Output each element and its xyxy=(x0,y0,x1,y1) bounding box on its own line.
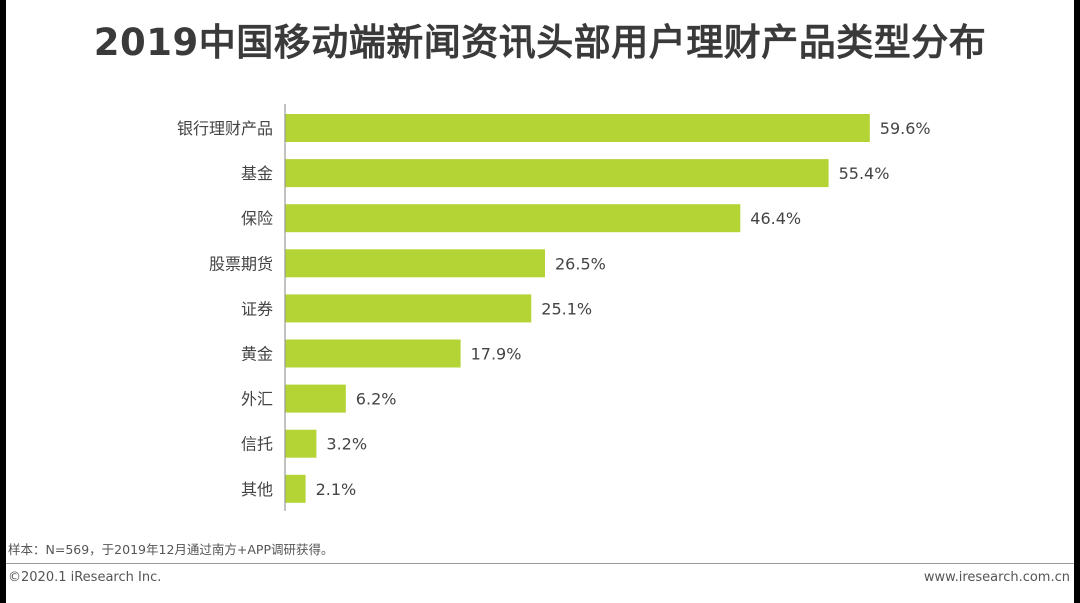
value-label: 25.1% xyxy=(541,299,592,318)
value-label: 6.2% xyxy=(356,390,397,409)
value-label: 2.1% xyxy=(316,480,357,499)
bar-6 xyxy=(285,384,346,413)
category-label: 信托 xyxy=(241,435,273,454)
category-label: 股票期货 xyxy=(209,254,273,273)
category-label: 黄金 xyxy=(241,345,273,364)
bar-1 xyxy=(285,159,829,188)
category-label: 基金 xyxy=(241,164,273,183)
value-label: 3.2% xyxy=(326,435,367,454)
bar-3 xyxy=(285,249,545,278)
chart-title: 2019中国移动端新闻资讯头部用户理财产品类型分布 xyxy=(93,21,987,64)
category-label: 外汇 xyxy=(241,390,273,409)
website-url: www.iresearch.com.cn xyxy=(923,570,1070,585)
value-label: 46.4% xyxy=(750,209,801,228)
category-label: 其他 xyxy=(241,480,273,499)
report-slide: 2019中国移动端新闻资讯头部用户理财产品类型分布 银行理财产品 59.6% 基金 5… xyxy=(6,0,1074,603)
bar-2 xyxy=(285,204,741,233)
bar-8 xyxy=(285,474,306,503)
bar-chart: 银行理财产品 59.6% 基金 55.4% 保险 46.4% 股票期货 26.5% 证券 25.1… xyxy=(177,104,931,511)
bar-4 xyxy=(285,294,532,323)
copyright-text: ©2020.1 iResearch Inc. xyxy=(8,570,162,585)
category-label: 证券 xyxy=(241,299,273,318)
value-label: 17.9% xyxy=(471,345,522,364)
value-label: 26.5% xyxy=(555,254,606,273)
bar-0 xyxy=(285,114,870,142)
value-label: 59.6% xyxy=(880,119,931,138)
bar-5 xyxy=(285,339,461,368)
category-label: 银行理财产品 xyxy=(177,119,273,138)
sample-note: 样本：N=569，于2019年12月通过南方+APP调研获得。 xyxy=(8,542,334,557)
category-label: 保险 xyxy=(241,209,273,228)
bar-7 xyxy=(285,429,317,458)
value-label: 55.4% xyxy=(839,164,890,183)
footer-divider xyxy=(6,563,1074,564)
